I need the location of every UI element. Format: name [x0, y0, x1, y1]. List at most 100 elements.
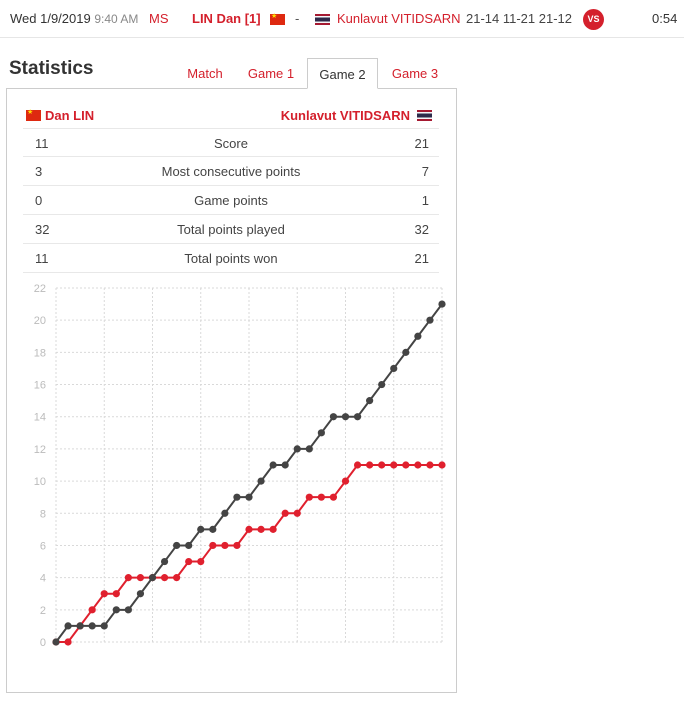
y-tick-label: 2 — [40, 605, 46, 617]
series-0-point — [293, 509, 301, 517]
y-tick-label: 10 — [34, 476, 46, 488]
series-1-point — [257, 477, 265, 485]
series-1-point — [64, 622, 72, 630]
separator: - — [295, 11, 300, 26]
left-value: 3 — [35, 164, 43, 179]
y-tick-label: 22 — [34, 283, 46, 295]
stat-label: Most consecutive points — [161, 164, 301, 179]
stats-row-consecutive: 3 Most consecutive points 7 — [23, 157, 439, 186]
series-1-point — [329, 413, 338, 421]
series-0-point — [197, 557, 205, 566]
match-date: Wed 1/9/2019 9:40 AM — [10, 11, 139, 26]
y-tick-label: 4 — [40, 573, 46, 585]
stats-table: 11 Score 21 3 Most consecutive points 7 … — [23, 128, 439, 273]
series-1-point — [390, 364, 398, 373]
series-1-point — [281, 461, 289, 469]
series-1-point — [233, 493, 241, 501]
y-tick-label: 14 — [34, 412, 46, 424]
y-tick-label: 0 — [40, 637, 46, 649]
series-1-point — [185, 541, 193, 550]
player2-name[interactable]: Kunlavut VITIDSARN — [337, 11, 461, 26]
series-1-point — [414, 332, 422, 340]
statistics-panel: Dan LIN Kunlavut VITIDSARN 11 Score 21 3… — [6, 88, 457, 693]
y-tick-label: 16 — [34, 380, 46, 392]
right-value: 21 — [414, 136, 429, 151]
series-0-point — [221, 541, 229, 550]
series-0-point — [305, 493, 313, 501]
series-0-point — [88, 606, 96, 614]
player1-name[interactable]: LIN Dan [1] — [192, 11, 261, 26]
tab-match[interactable]: Match — [187, 66, 223, 81]
series-1-point — [52, 638, 60, 646]
tab-game-2[interactable]: Game 2 — [307, 58, 378, 89]
series-1-point — [402, 348, 410, 356]
tab-game-3[interactable]: Game 3 — [391, 66, 439, 81]
series-0-point — [124, 574, 132, 582]
series-1-point — [293, 445, 301, 453]
stat-label: Game points — [194, 193, 268, 208]
match-row[interactable]: Wed 1/9/2019 9:40 AM MS LIN Dan [1] - Ku… — [0, 0, 684, 38]
series-1-point — [124, 606, 132, 614]
stats-row-score: 11 Score 21 — [23, 128, 439, 157]
series-0-point — [64, 638, 72, 646]
series-1-point — [269, 461, 277, 469]
series-0-point — [160, 574, 169, 582]
stats-row-points-won: 11 Total points won 21 — [23, 244, 439, 273]
series-1-point — [209, 525, 217, 533]
series-1-point — [88, 622, 96, 630]
series-1-point — [366, 397, 374, 405]
series-0-point — [426, 461, 434, 469]
right-value: 32 — [414, 222, 429, 237]
series-0-point — [112, 590, 120, 598]
series-0-point — [366, 461, 374, 469]
series-1-point — [148, 574, 157, 582]
series-0-point — [245, 525, 253, 533]
series-0-point — [402, 461, 410, 469]
series-0-point — [281, 509, 289, 517]
series-0-point — [317, 493, 325, 501]
left-value: 11 — [35, 136, 49, 151]
series-1-point — [197, 525, 205, 533]
y-tick-label: 20 — [34, 315, 46, 327]
series-0-point — [100, 590, 108, 598]
thailand-flag-icon — [417, 110, 432, 121]
stat-label: Score — [214, 136, 248, 151]
y-tick-label: 12 — [34, 444, 46, 456]
vs-icon[interactable]: VS — [583, 9, 604, 30]
statistics-title: Statistics — [9, 58, 94, 79]
stat-label: Total points played — [177, 222, 285, 237]
tab-game-1[interactable]: Game 1 — [247, 66, 295, 81]
series-0-point — [438, 461, 446, 469]
series-0-point — [257, 525, 265, 533]
left-value: 0 — [35, 193, 43, 208]
right-value: 7 — [421, 164, 429, 179]
series-0-point — [136, 574, 145, 582]
series-0-point — [209, 541, 217, 550]
series-1-point — [378, 380, 386, 389]
series-0-point — [233, 541, 241, 550]
match-duration: 0:54 — [652, 11, 678, 26]
score-progression-chart: 0 2 4 6 8 10 12 14 16 18 20 22 — [34, 283, 446, 649]
series-1-point — [341, 413, 350, 421]
series-1-point — [160, 557, 169, 566]
series-0-point — [390, 461, 398, 469]
series-1-point — [245, 493, 253, 501]
left-value: 32 — [35, 222, 50, 237]
series-1-point — [76, 622, 84, 630]
left-player-name: Dan LIN — [45, 108, 95, 123]
series-1-point — [221, 509, 229, 517]
series-1-point — [353, 413, 362, 421]
right-player-name: Kunlavut VITIDSARN — [280, 108, 410, 123]
y-tick-label: 6 — [40, 540, 46, 552]
thailand-flag-icon — [315, 14, 330, 25]
series-1-point — [136, 590, 145, 598]
series-0-point — [353, 461, 362, 469]
series-1-point — [112, 606, 120, 614]
stats-row-points-played: 32 Total points played 32 — [23, 215, 439, 244]
series-1-point — [317, 429, 325, 437]
china-flag-icon — [270, 12, 285, 25]
stat-label: Total points won — [184, 251, 278, 266]
series-1-point — [438, 300, 446, 308]
series-1-point — [173, 541, 181, 550]
match-scores: 21-14 11-21 21-12 — [466, 11, 573, 26]
